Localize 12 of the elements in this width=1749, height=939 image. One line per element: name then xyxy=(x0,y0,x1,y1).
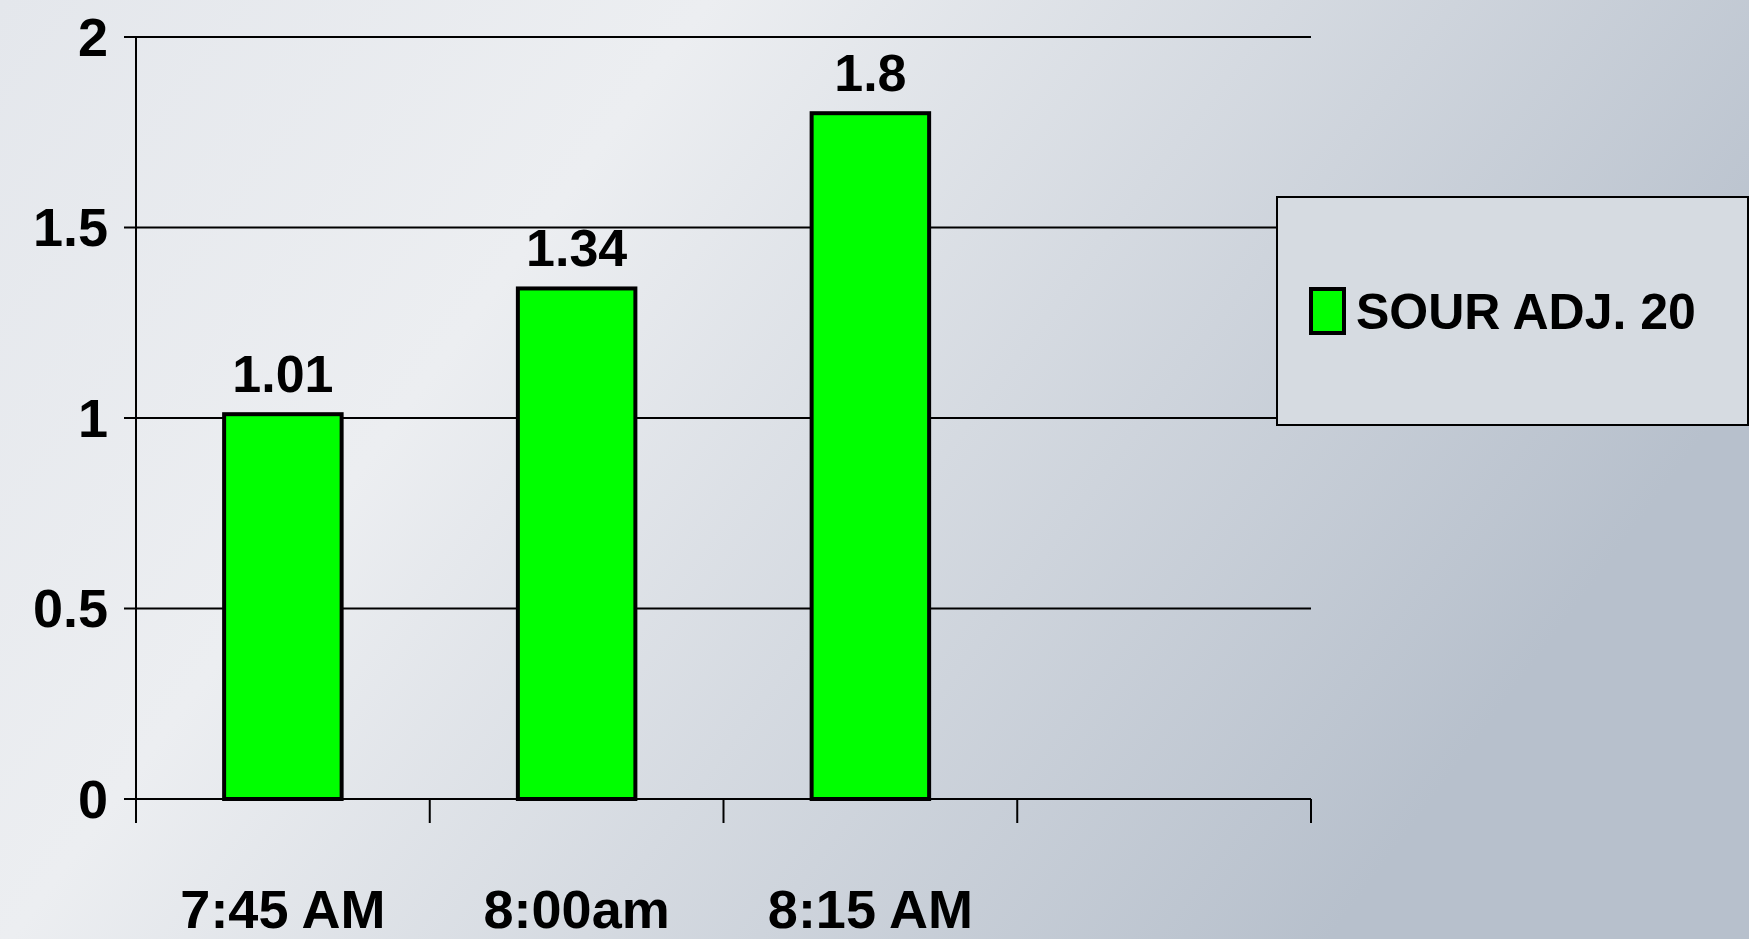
y-tick-label: 0 xyxy=(77,768,108,829)
data-label: 1.34 xyxy=(526,219,628,278)
y-tick-label: 1 xyxy=(77,387,108,448)
y-tick-label: 2 xyxy=(77,6,108,67)
y-tick-label: 0.5 xyxy=(32,578,108,639)
x-tick-label: 8:15 AM xyxy=(767,879,973,939)
x-tick-label: 7:45 AM xyxy=(180,879,386,939)
y-tick-label: 1.5 xyxy=(32,197,108,258)
data-label: 1.8 xyxy=(834,44,907,103)
data-label: 1.01 xyxy=(232,345,334,404)
x-tick-label: 8:00am xyxy=(483,879,670,939)
legend-label: SOUR ADJ. 20 xyxy=(1356,283,1696,340)
